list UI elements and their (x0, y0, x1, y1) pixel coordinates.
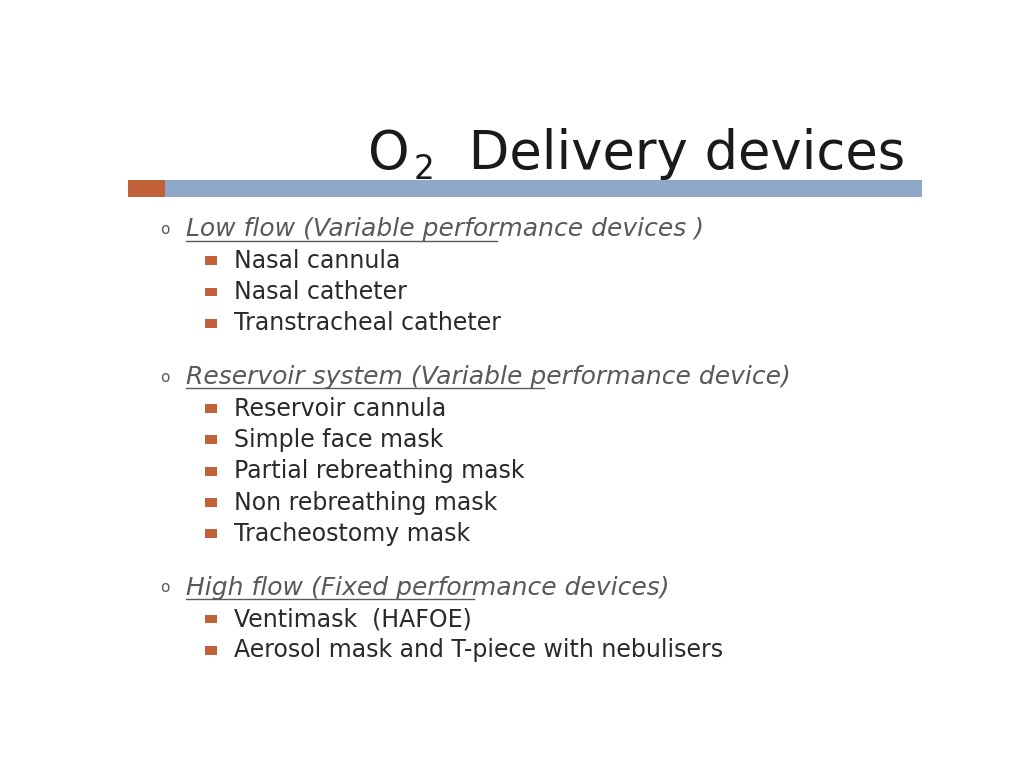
Text: Ventimask  (HAFOE): Ventimask (HAFOE) (233, 607, 471, 631)
Bar (206, 614, 217, 624)
Bar (165, 180, 922, 197)
Bar (206, 529, 217, 538)
Text: Partial rebreathing mask: Partial rebreathing mask (233, 459, 524, 483)
Text: Tracheostomy mask: Tracheostomy mask (233, 522, 470, 546)
Bar (206, 498, 217, 507)
Text: Low flow (Variable performance devices ): Low flow (Variable performance devices ) (186, 217, 703, 241)
Bar (128, 180, 165, 197)
Text: Simple face mask: Simple face mask (233, 428, 443, 452)
Bar (206, 646, 217, 655)
Text: High flow (Fixed performance devices): High flow (Fixed performance devices) (186, 576, 670, 600)
Text: Reservoir cannula: Reservoir cannula (233, 396, 445, 421)
Text: Aerosol mask and T-piece with nebulisers: Aerosol mask and T-piece with nebulisers (233, 638, 723, 663)
Text: Delivery devices: Delivery devices (452, 128, 905, 180)
Bar (206, 257, 217, 265)
Bar (206, 467, 217, 475)
Bar (206, 287, 217, 296)
Text: Nasal catheter: Nasal catheter (233, 280, 407, 304)
Text: o: o (160, 580, 169, 595)
Text: Non rebreathing mask: Non rebreathing mask (233, 491, 497, 515)
Bar (206, 404, 217, 413)
Text: 2: 2 (414, 153, 434, 186)
Text: o: o (160, 369, 169, 385)
Text: Transtracheal catheter: Transtracheal catheter (233, 311, 501, 336)
Text: o: o (160, 222, 169, 237)
Text: Nasal cannula: Nasal cannula (233, 249, 400, 273)
Bar (206, 435, 217, 445)
Text: Reservoir system (Variable performance device): Reservoir system (Variable performance d… (186, 366, 791, 389)
Bar (206, 319, 217, 328)
Text: O: O (368, 128, 410, 180)
